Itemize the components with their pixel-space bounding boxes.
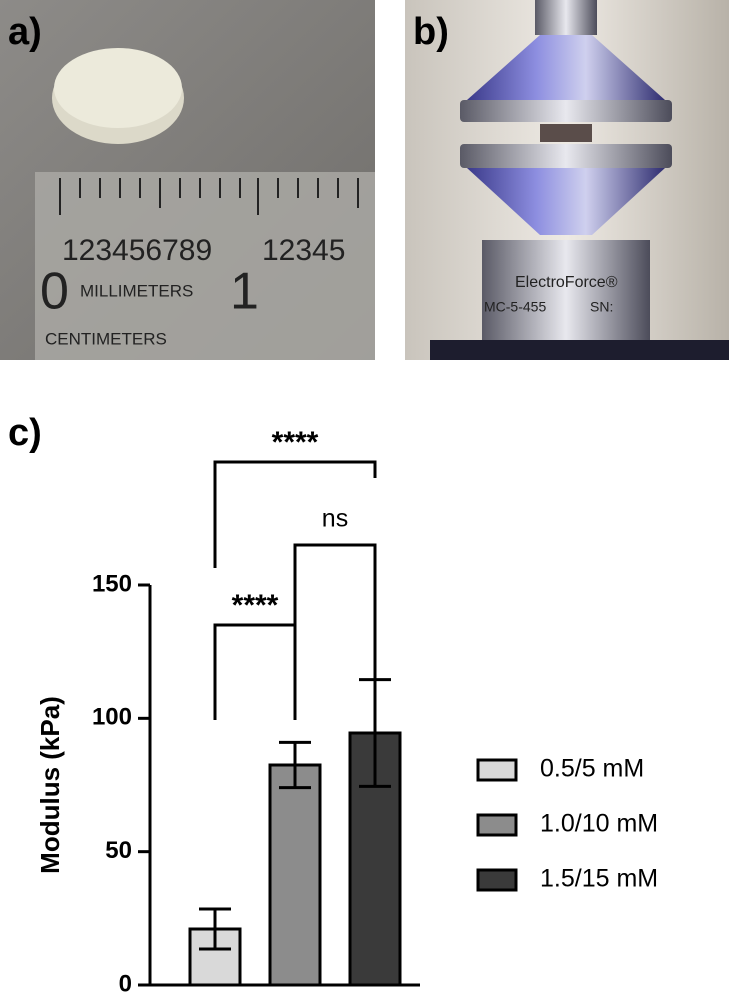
y-tick-label: 0 (119, 970, 132, 997)
ruler-cm: CENTIMETERS (45, 329, 167, 348)
device-model: MC-5-455 (484, 299, 546, 315)
panel-label: a) (8, 11, 42, 53)
panel-label: b) (413, 11, 449, 53)
ruler-one: 1 (230, 263, 259, 321)
bar (268, 763, 322, 987)
upper-platen (460, 100, 672, 122)
significance-label: **** (272, 426, 319, 459)
panel-label: c) (8, 412, 42, 454)
legend-label: 0.5/5 mM (540, 755, 644, 783)
lower-cone (467, 168, 665, 235)
y-tick-label: 150 (92, 570, 132, 597)
photo-b: ElectroForce® MC-5-455 SN: b) (405, 0, 729, 360)
significance-label: **** (232, 589, 279, 622)
significance-bracket (213, 623, 297, 720)
sample-disc-top (54, 48, 182, 128)
ruler-ticks (59, 178, 359, 215)
load-cell (482, 240, 650, 340)
device-brand: ElectroForce® (515, 274, 618, 291)
legend-swatch (476, 758, 518, 782)
device-sn: SN: (590, 299, 613, 315)
significance-bracket (293, 543, 377, 680)
upper-cone (467, 35, 665, 100)
ruler-digits: 12345 (262, 234, 345, 267)
sample (540, 124, 592, 142)
ruler-digits: 123456789 (62, 234, 212, 267)
significance-bracket (213, 460, 377, 568)
nut (535, 0, 597, 35)
photo-a: 123456789 12345 0 1 MILLIMETERS CENTIMET… (0, 0, 375, 360)
legend-swatch (476, 813, 518, 837)
legend-label: 1.0/10 mM (540, 810, 658, 838)
significance-label: ns (322, 505, 348, 533)
legend-label: 1.5/15 mM (540, 865, 658, 893)
y-tick-label: 50 (105, 837, 132, 864)
ruler (35, 172, 375, 360)
legend-swatch (476, 868, 518, 892)
base (430, 340, 729, 360)
ruler-zero: 0 (40, 263, 69, 321)
ruler-mm: MILLIMETERS (80, 281, 193, 300)
y-axis-label: Modulus (kPa) (35, 696, 65, 874)
lower-platen (460, 144, 672, 168)
y-tick-label: 100 (92, 704, 132, 731)
